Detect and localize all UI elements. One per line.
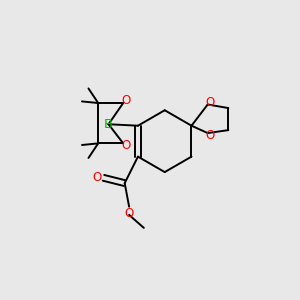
Text: O: O [121,139,130,152]
Text: O: O [205,96,214,109]
Text: B: B [104,118,113,131]
Text: O: O [124,207,134,220]
Text: O: O [205,129,214,142]
Text: O: O [92,171,102,184]
Text: O: O [121,94,130,107]
